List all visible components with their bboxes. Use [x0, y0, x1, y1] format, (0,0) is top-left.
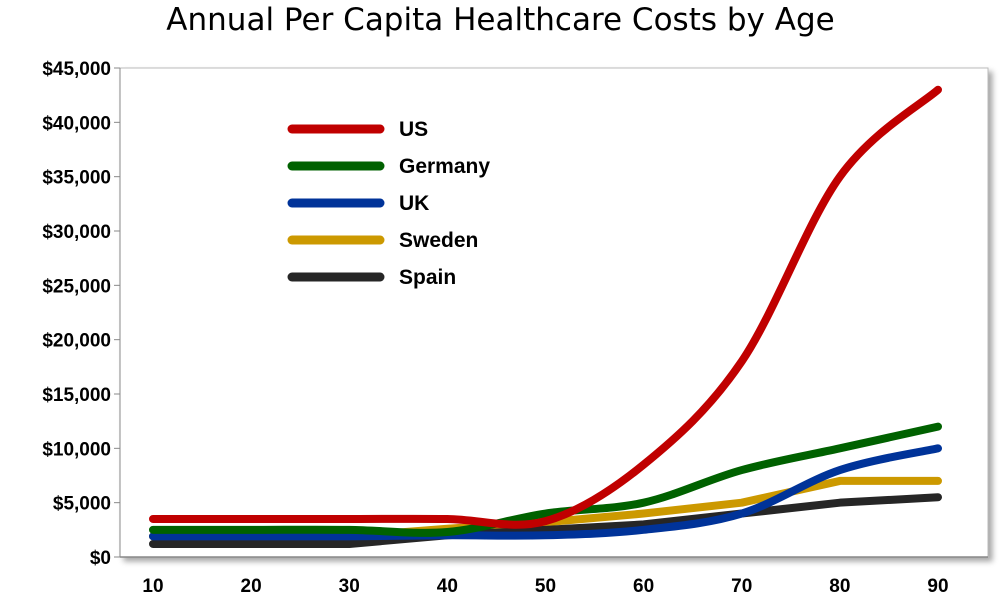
x-tick-label: 40	[437, 576, 458, 597]
series-line-uk	[149, 444, 942, 541]
y-tick-label: $20,000	[42, 331, 111, 352]
y-tick-label: $35,000	[42, 168, 111, 189]
x-tick-label: 90	[927, 576, 948, 597]
legend-item-uk: UK	[287, 192, 429, 215]
x-tick-label: 30	[339, 576, 360, 597]
legend-item-germany: Germany	[287, 155, 490, 178]
series-line-spain	[149, 493, 942, 548]
legend-label: UK	[399, 192, 429, 215]
x-tick-label: 80	[829, 576, 850, 597]
y-tick-label: $30,000	[42, 222, 111, 243]
y-tick-label: $10,000	[42, 439, 111, 460]
x-tick-label: 10	[142, 576, 163, 597]
legend-item-us: US	[287, 118, 428, 141]
y-tick-label: $25,000	[42, 276, 111, 297]
legend-label: Spain	[399, 266, 456, 289]
x-tick-label: 60	[633, 576, 654, 597]
series-line-us	[149, 85, 942, 529]
plot-area	[119, 67, 989, 558]
x-tick-label: 70	[731, 576, 752, 597]
y-tick-label: $5,000	[53, 494, 111, 515]
chart-title: Annual Per Capita Healthcare Costs by Ag…	[166, 2, 835, 38]
x-tick-label: 20	[241, 576, 262, 597]
x-tick-label: 50	[535, 576, 556, 597]
legend-item-sweden: Sweden	[287, 229, 478, 252]
y-tick-label: $15,000	[42, 385, 111, 406]
y-tick-label: $40,000	[42, 113, 111, 134]
legend-label: Germany	[399, 155, 490, 178]
y-tick-label: $45,000	[42, 59, 111, 80]
legend-label: US	[399, 118, 428, 141]
y-tick-label: $0	[90, 548, 111, 569]
series-line-germany	[149, 422, 942, 537]
legend-item-spain: Spain	[287, 266, 456, 289]
legend-label: Sweden	[399, 229, 478, 252]
